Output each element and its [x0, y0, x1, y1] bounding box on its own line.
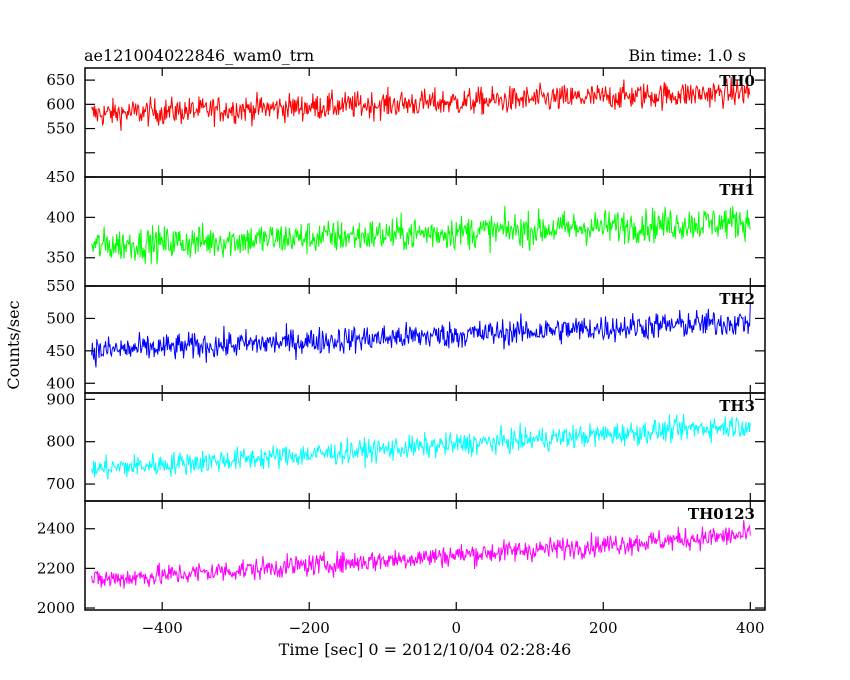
panel-label: TH0 — [719, 72, 755, 90]
series-th3 — [91, 413, 751, 480]
series-th2 — [91, 303, 751, 368]
x-tick-label: −200 — [289, 619, 330, 637]
y-tick-label: 500 — [46, 309, 75, 327]
x-axis-ticks: −400 −200 0 200 400 — [142, 619, 765, 637]
y-tick-label: 2200 — [37, 559, 75, 577]
x-tick-label: 200 — [589, 619, 618, 637]
y-tick-label: 450 — [46, 168, 75, 186]
y-tick-label: 400 — [46, 374, 75, 392]
y-tick-label: 800 — [46, 433, 75, 451]
y-tick-label: 450 — [46, 342, 75, 360]
y-tick-label: 700 — [46, 475, 75, 493]
panel-th0: 450 550 600 650 TH0 — [46, 67, 766, 186]
y-tick-label: 350 — [46, 249, 75, 267]
panels-group: 450 550 600 650 TH0 350 400 TH1 400 450 500 550 TH2 7… — [37, 67, 766, 617]
series-th1 — [91, 205, 751, 265]
x-tick-label: 400 — [736, 619, 765, 637]
panel-frame — [84, 392, 766, 502]
y-tick-label: 600 — [46, 95, 75, 113]
chart-subtitle: Bin time: 1.0 s — [628, 46, 746, 65]
panel-label: TH1 — [719, 181, 755, 199]
series-th0 — [91, 77, 751, 131]
series-th0123 — [91, 520, 751, 589]
panel-frame — [84, 500, 766, 611]
panel-label: TH3 — [719, 397, 755, 415]
y-axis-label: Counts/sec — [4, 300, 23, 389]
x-tick-label: −400 — [142, 619, 183, 637]
y-tick-label: 550 — [46, 120, 75, 138]
panel-th1: 350 400 TH1 — [46, 176, 766, 287]
y-tick-label: 900 — [46, 390, 75, 408]
chart-title: ae121004022846_wam0_trn — [84, 46, 314, 65]
panel-th3: 700 800 900 TH3 — [46, 390, 766, 502]
panel-th0123: 2000 2200 2400 TH0123 — [37, 500, 766, 617]
panel-frame — [84, 285, 766, 394]
x-axis-label: Time [sec] 0 = 2012/10/04 02:28:46 — [279, 640, 572, 659]
panel-frame — [84, 67, 766, 178]
y-tick-label: 550 — [46, 277, 75, 295]
y-tick-label: 2000 — [37, 599, 75, 617]
y-tick-label: 650 — [46, 71, 75, 89]
panel-th2: 400 450 500 550 TH2 — [46, 277, 766, 394]
panel-label: TH0123 — [688, 505, 755, 523]
panel-label: TH2 — [719, 290, 755, 308]
y-tick-label: 400 — [46, 208, 75, 226]
y-tick-label: 2400 — [37, 520, 75, 538]
x-tick-label: 0 — [451, 619, 461, 637]
